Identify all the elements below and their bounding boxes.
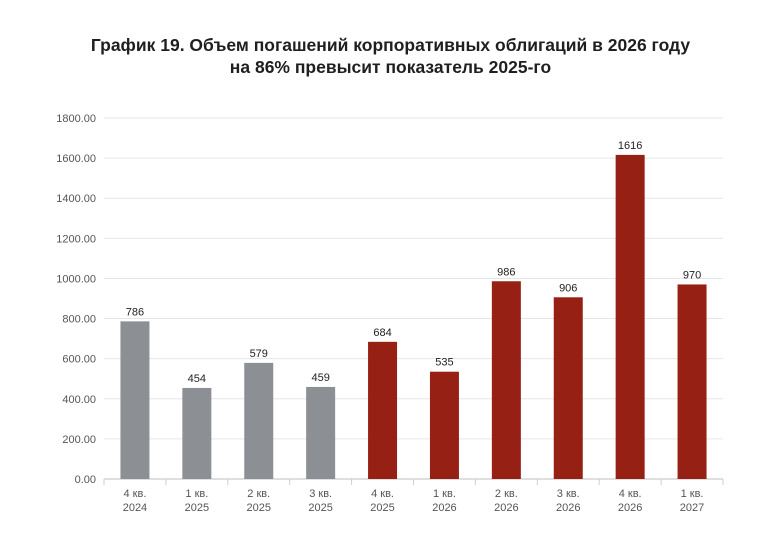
bar [368, 341, 398, 479]
x-tick-label: 2026 [556, 502, 580, 514]
x-tick-label: 2027 [680, 502, 704, 514]
bar [120, 321, 150, 479]
x-tick-label: 2 кв. [495, 488, 518, 500]
x-tick-label: 4 кв. [124, 488, 147, 500]
x-tick-label: 3 кв. [309, 488, 332, 500]
data-label: 459 [311, 372, 329, 384]
bar [182, 387, 212, 479]
data-label: 786 [126, 306, 144, 318]
data-label: 906 [559, 282, 577, 294]
x-tick-label: 2026 [494, 502, 518, 514]
y-tick-label: 1600.00 [56, 153, 96, 165]
x-tick-label: 2025 [185, 502, 209, 514]
data-label: 579 [250, 348, 268, 360]
bar [677, 284, 707, 479]
x-tick-label: 2024 [123, 502, 147, 514]
x-tick-label: 2026 [618, 502, 642, 514]
bar [429, 371, 459, 479]
data-label: 454 [188, 373, 206, 385]
bar [615, 154, 645, 479]
data-label: 535 [435, 357, 453, 369]
x-tick-label: 2025 [308, 502, 332, 514]
chart-title: График 19. Объем погашений корпоративных… [0, 34, 781, 78]
chart-title-line2: на 86% превысит показатель 2025-го [229, 57, 552, 77]
chart-title-line1: График 19. Объем погашений корпоративных… [90, 35, 691, 55]
data-label: 970 [683, 269, 701, 281]
y-tick-label: 400.00 [62, 394, 96, 406]
y-tick-label: 1200.00 [56, 233, 96, 245]
data-label: 684 [373, 327, 391, 339]
y-tick-label: 600.00 [62, 354, 96, 366]
x-tick-label: 3 кв. [557, 488, 580, 500]
bar [306, 386, 336, 479]
y-tick-label: 200.00 [62, 434, 96, 446]
x-tick-label: 4 кв. [619, 488, 642, 500]
y-tick-label: 800.00 [62, 314, 96, 326]
bar [491, 281, 521, 479]
x-tick-label: 1 кв. [185, 488, 208, 500]
x-tick-label: 4 кв. [371, 488, 394, 500]
data-label: 986 [497, 266, 515, 278]
x-tick-label: 1 кв. [681, 488, 704, 500]
y-tick-label: 0.00 [75, 474, 96, 486]
bar [553, 297, 583, 479]
x-tick-label: 2025 [247, 502, 271, 514]
x-tick-label: 2026 [432, 502, 456, 514]
y-tick-label: 1000.00 [56, 273, 96, 285]
bar [244, 362, 274, 479]
data-label: 1616 [618, 140, 642, 152]
x-tick-label: 2 кв. [247, 488, 270, 500]
y-tick-label: 1400.00 [56, 193, 96, 205]
x-tick-label: 2025 [370, 502, 394, 514]
y-tick-label: 1800.00 [56, 113, 96, 125]
x-tick-label: 1 кв. [433, 488, 456, 500]
